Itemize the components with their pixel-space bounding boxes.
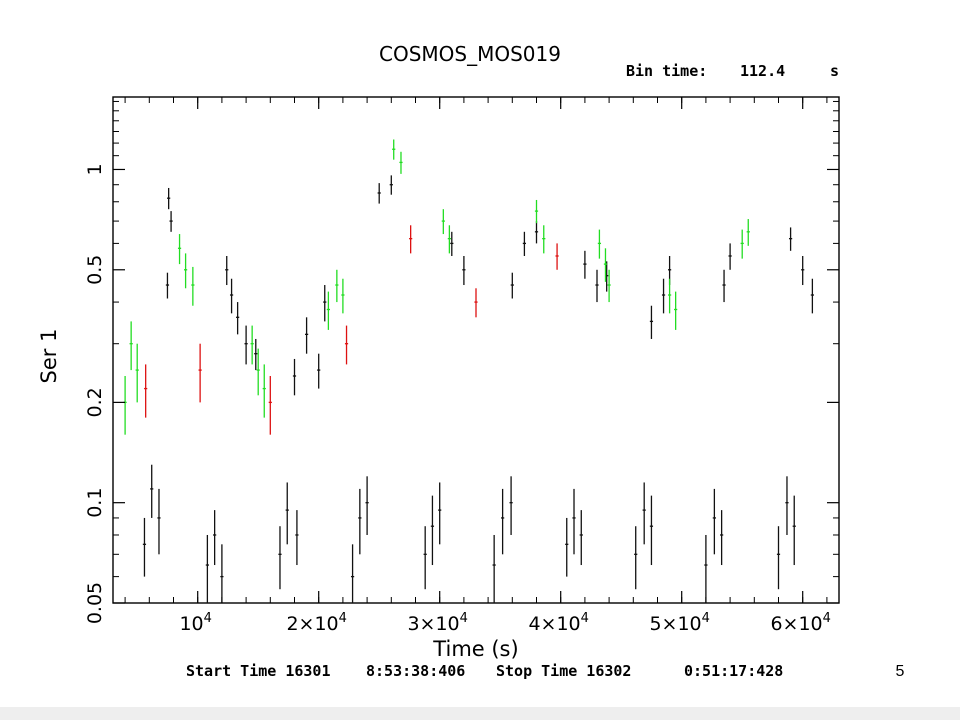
y-axis-label: Ser 1 — [37, 329, 61, 384]
x-axis-label: Time (s) — [432, 637, 518, 661]
stop-time-label: Stop Time 16302 — [496, 662, 631, 680]
x-tick-label-0: 104 — [179, 611, 211, 635]
footer-bar — [0, 707, 960, 720]
y-tick-label-1: 0.1 — [84, 488, 106, 518]
start-time-label: Start Time 16301 — [186, 662, 331, 680]
bin-time-unit: s — [830, 62, 839, 80]
bin-time-label: Bin time: — [626, 62, 707, 80]
x-tick-labels: 104 2×104 3×104 4×104 5×104 6×104 — [179, 611, 830, 635]
y-tick-label-0: 0.05 — [84, 582, 106, 624]
slide-number: 5 — [895, 663, 905, 680]
bin-time-value: 112.4 — [740, 62, 785, 80]
start-time-value: 8:53:38:406 — [366, 662, 465, 680]
x-tick-label-3: 4×104 — [528, 611, 588, 635]
chart-title: COSMOS_MOS019 — [379, 42, 561, 66]
x-tick-label-5: 6×104 — [770, 611, 830, 635]
y-tick-labels: 0.05 0.1 0.2 0.5 1 — [84, 163, 106, 624]
y-tick-label-3: 0.5 — [84, 255, 106, 285]
x-tick-label-1: 2×104 — [286, 611, 346, 635]
x-tick-label-2: 3×104 — [407, 611, 467, 635]
stop-time-value: 0:51:17:428 — [684, 662, 783, 680]
x-tick-label-4: 5×104 — [649, 611, 709, 635]
y-tick-label-2: 0.2 — [84, 387, 106, 417]
axis-ticks — [113, 97, 839, 604]
plot-frame — [112, 96, 840, 604]
data-points — [123, 139, 814, 603]
y-tick-label-4: 1 — [84, 163, 106, 175]
